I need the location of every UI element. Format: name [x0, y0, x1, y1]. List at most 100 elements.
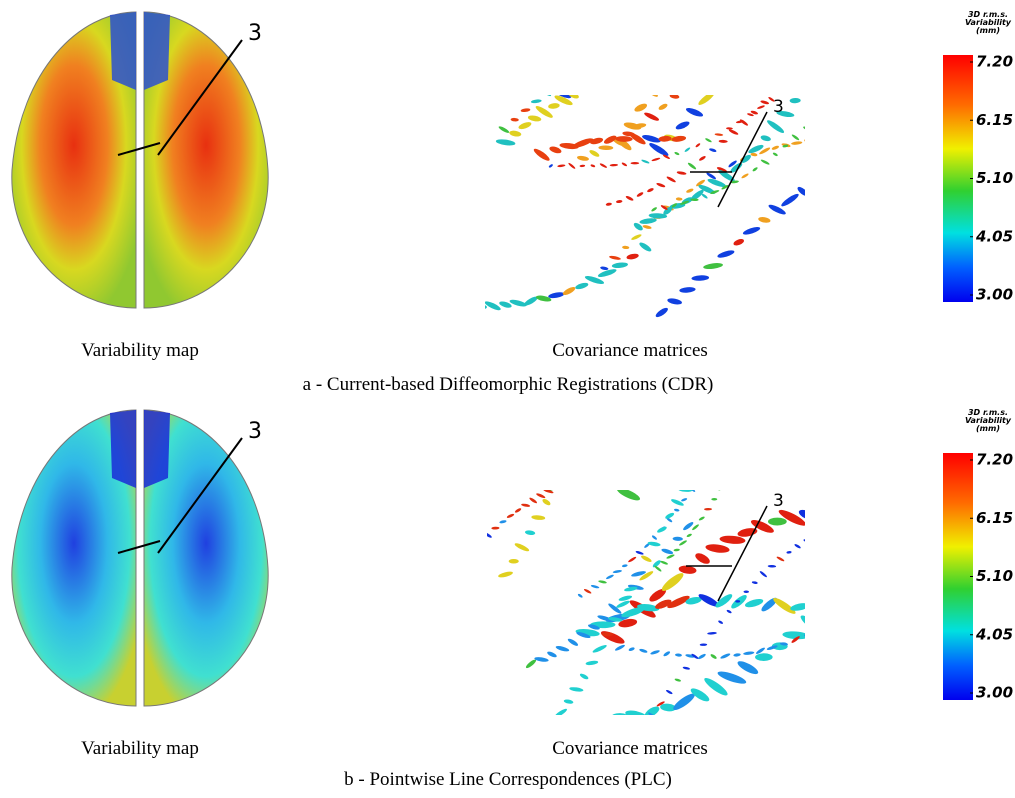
- annotation-line: [157, 437, 243, 554]
- covariance-ellipse: [718, 419, 742, 439]
- covariance-ellipse: [608, 617, 623, 622]
- covariance-ellipse: [743, 590, 749, 593]
- covariance-ellipse: [724, 476, 729, 479]
- covariance-ellipse: [687, 490, 696, 492]
- covariance-ellipse: [848, 590, 872, 601]
- covariance-ellipse: [487, 532, 492, 538]
- colorbar-title: Variability: [965, 18, 1012, 27]
- covariance-ellipse: [741, 173, 749, 179]
- covariance-ellipse: [663, 651, 671, 657]
- covariance-ellipse: [642, 319, 657, 326]
- covariance-ellipse: [699, 156, 706, 161]
- covariance-ellipse: [772, 152, 778, 157]
- covariance-ellipse: [755, 21, 778, 34]
- covariance-ellipse: [595, 62, 616, 72]
- covariance-ellipse: [678, 565, 697, 574]
- covariance-ellipse: [717, 671, 747, 684]
- covariance-ellipse: [644, 706, 660, 715]
- covariance-ellipse: [716, 33, 724, 40]
- covariance-ellipse: [880, 503, 887, 509]
- covariance-ellipse: [642, 225, 652, 229]
- covariance-ellipse: [821, 19, 847, 35]
- brain-top-strip: [110, 12, 170, 90]
- covariance-ellipse: [595, 72, 609, 84]
- annotation: 3: [248, 419, 262, 444]
- covariance-ellipse: [666, 176, 676, 183]
- covariance-ellipse: [776, 556, 785, 562]
- covariance-ellipse: [636, 42, 661, 62]
- covariance-ellipse: [776, 411, 798, 419]
- covariance-ellipse: [756, 647, 765, 654]
- covariance-ellipse: [759, 147, 771, 155]
- covariance-ellipse: [870, 508, 879, 511]
- covariance-ellipse: [748, 405, 762, 413]
- covariance-ellipse: [499, 520, 507, 524]
- covariance-ellipse: [649, 588, 666, 602]
- covariance-ellipse: [575, 468, 582, 474]
- covariance-ellipse: [718, 139, 728, 143]
- covariance-ellipse: [778, 356, 787, 363]
- covariance-ellipse: [691, 653, 699, 659]
- covariance-ellipse: [743, 651, 755, 655]
- covariance-ellipse: [726, 609, 732, 614]
- covariance-ellipse: [716, 439, 726, 442]
- covariance-ellipse: [698, 594, 719, 607]
- covariance-ellipse: [563, 74, 574, 83]
- subfigure-label: Variability map: [81, 738, 199, 759]
- covariance-ellipse: [873, 359, 882, 366]
- covariance-ellipse: [654, 565, 662, 572]
- covariance-ellipse: [644, 112, 660, 121]
- covariance-ellipse: [679, 200, 689, 205]
- covariance-ellipse: [801, 424, 811, 427]
- covariance-image: [487, 356, 895, 715]
- covariance-ellipse: [509, 130, 522, 137]
- colorbar-tick-label: 7.20: [976, 451, 1013, 469]
- covariance-ellipse: [873, 592, 881, 597]
- covariance-ellipse: [715, 594, 733, 608]
- covariance-ellipse: [599, 163, 607, 168]
- covariance-ellipse: [662, 28, 685, 43]
- covariance-ellipse: [835, 599, 855, 613]
- covariance-ellipse: [674, 440, 699, 459]
- covariance-ellipse: [707, 178, 726, 187]
- covariance-ellipse: [778, 32, 804, 45]
- covariance-ellipse: [773, 597, 796, 614]
- covariance-ellipse: [711, 497, 718, 501]
- annotation: 3: [773, 491, 784, 511]
- panel: 3 3 3D r.m.s.Variability(mm) 7.20 6.15 5.10 4.…: [11, 356, 1013, 790]
- covariance-ellipse: [888, 499, 895, 505]
- brain-right-hemisphere: [143, 409, 269, 707]
- covariance-ellipse: [626, 253, 639, 260]
- covariance-ellipse: [679, 540, 687, 546]
- covariance-ellipse: [671, 203, 677, 208]
- covariance-ellipse: [485, 304, 487, 310]
- covariance-ellipse: [577, 593, 583, 598]
- covariance-ellipse: [700, 57, 718, 67]
- covariance-ellipse: [835, 13, 861, 30]
- covariance-ellipse: [641, 555, 652, 562]
- covariance-ellipse: [680, 36, 703, 54]
- covariance-ellipse: [709, 35, 730, 51]
- covariance-ellipse: [553, 82, 562, 88]
- covariance-ellipse: [506, 513, 515, 518]
- covariance-ellipse: [614, 58, 629, 71]
- covariance-ellipse: [790, 603, 805, 611]
- covariance-ellipse: [730, 464, 736, 467]
- covariance-ellipse: [751, 581, 758, 584]
- covariance-ellipse: [601, 63, 622, 80]
- covariance-ellipse: [584, 275, 605, 285]
- covariance-ellipse: [650, 650, 660, 655]
- covariance-ellipse: [768, 204, 786, 215]
- covariance-ellipse: [583, 463, 589, 468]
- covariance-ellipse: [499, 301, 512, 308]
- covariance-ellipse: [648, 213, 668, 219]
- covariance-ellipse: [617, 490, 641, 501]
- covariance-ellipse: [804, 139, 805, 144]
- covariance-ellipse: [675, 653, 682, 657]
- covariance-ellipse: [760, 159, 770, 165]
- covariance-ellipse: [569, 687, 584, 692]
- covariance-ellipse: [660, 703, 677, 712]
- covariance-ellipse: [704, 507, 712, 511]
- covariance-ellipse: [651, 157, 661, 162]
- covariance-ellipse: [703, 423, 729, 446]
